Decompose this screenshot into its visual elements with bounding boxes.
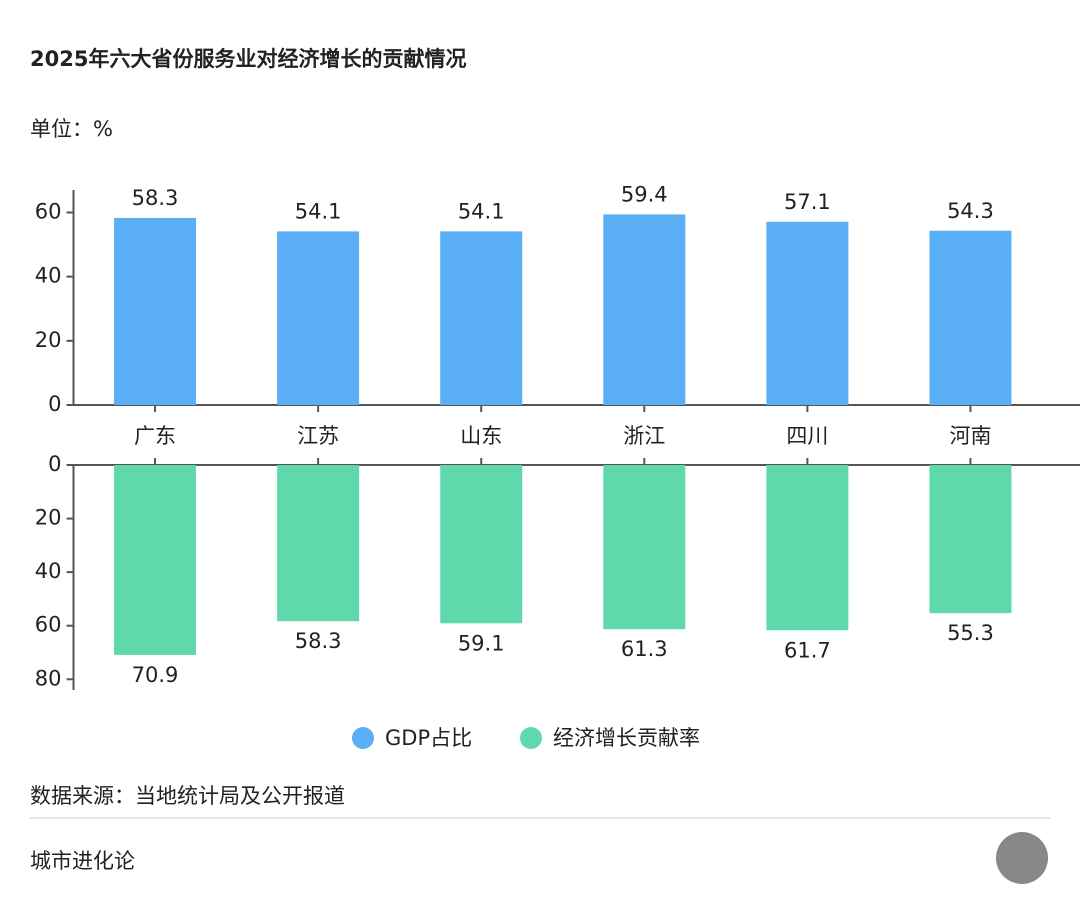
y2-tick-label: 60 [35, 613, 62, 637]
unit-label: 单位：% [30, 117, 113, 141]
value-label: 54.1 [295, 199, 342, 223]
value-label: 59.4 [621, 182, 668, 206]
bar [277, 465, 360, 622]
value-label: 70.9 [132, 663, 179, 687]
value-label: 58.3 [132, 186, 179, 210]
x-tick-label: 浙江 [623, 424, 665, 448]
bar [766, 221, 849, 405]
y-tick-label: 0 [48, 392, 61, 416]
legend-swatch [352, 727, 374, 749]
footer: 城市进化论 [30, 849, 135, 873]
x-tick-label: 四川 [786, 424, 828, 448]
y-tick-label: 20 [35, 328, 62, 352]
bar [929, 465, 1012, 614]
value-label: 58.3 [295, 629, 342, 653]
bar [603, 465, 686, 630]
legend-label: GDP占比 [385, 726, 472, 750]
x-tick-label: 广东 [134, 424, 176, 448]
value-label: 54.3 [947, 199, 994, 223]
y2-tick-label: 80 [35, 666, 62, 690]
value-label: 61.3 [621, 637, 668, 661]
x-tick-label: 江苏 [297, 424, 339, 448]
y2-tick-label: 20 [35, 506, 62, 530]
value-label: 57.1 [784, 190, 831, 214]
bar [114, 465, 197, 655]
value-label: 59.1 [458, 631, 505, 655]
value-label: 55.3 [947, 621, 994, 645]
x-tick-label: 山东 [460, 424, 502, 448]
source: 数据来源：当地统计局及公开报道 [30, 784, 345, 808]
legend-label: 经济增长贡献率 [553, 726, 700, 750]
bar [440, 465, 523, 624]
legend-swatch [520, 727, 542, 749]
bar [277, 231, 360, 405]
value-label: 61.7 [784, 638, 831, 662]
y2-tick-label: 0 [48, 452, 61, 476]
bar [114, 217, 197, 405]
bar [766, 465, 849, 631]
x-tick-label: 河南 [949, 424, 991, 448]
y-tick-label: 60 [35, 199, 62, 223]
y2-tick-label: 40 [35, 559, 62, 583]
value-label: 54.1 [458, 199, 505, 223]
logo [996, 832, 1048, 884]
bar [440, 231, 523, 405]
bar [929, 230, 1012, 405]
chart-title: 2025年六大省份服务业对经济增长的贡献情况 [30, 47, 466, 71]
y-tick-label: 40 [35, 264, 62, 288]
bar [603, 214, 686, 405]
